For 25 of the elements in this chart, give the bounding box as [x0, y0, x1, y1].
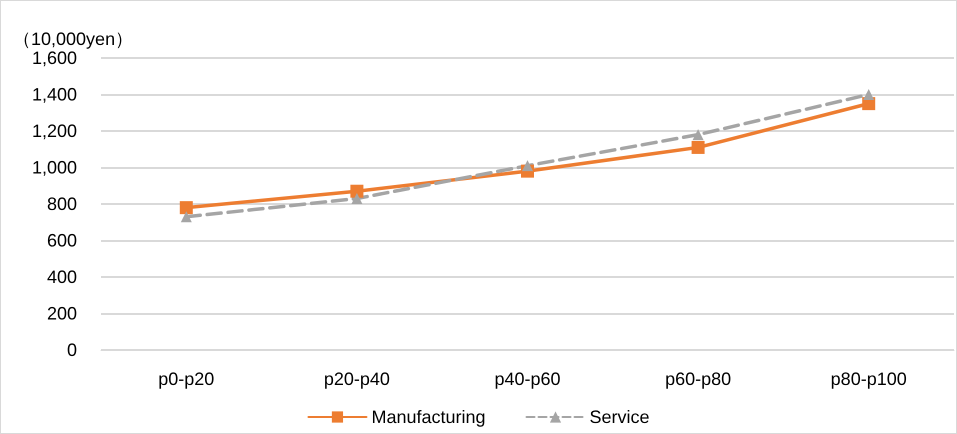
point [692, 129, 704, 140]
legend-label: Service [590, 407, 650, 427]
x-tick-label: p40-p60 [494, 369, 561, 389]
x-tick-label: p0-p20 [158, 369, 214, 389]
y-tick-label: 0 [66, 340, 77, 360]
x-tick-label: p60-p80 [665, 369, 732, 389]
point [180, 201, 193, 214]
point [351, 193, 362, 204]
point [180, 211, 192, 222]
y-tick-label: 1,000 [32, 158, 77, 178]
y-axis-title: （10,000yen） [13, 29, 134, 49]
point [692, 140, 705, 154]
y-tick-label: 800 [46, 194, 77, 214]
x-tick-label: p80-p100 [830, 369, 907, 389]
y-tick-label: 600 [46, 230, 77, 250]
y-tick-label: 200 [46, 304, 77, 324]
y-tick-label: 1,400 [32, 84, 77, 104]
point [522, 160, 533, 172]
y-tick-label: 400 [46, 267, 77, 287]
legend-label: Manufacturing [371, 407, 486, 427]
x-tick-label: p20-p40 [324, 369, 390, 389]
point [863, 89, 874, 100]
y-tick-label: 1,600 [32, 48, 77, 68]
y-tick-label: 1,200 [32, 121, 77, 141]
point [350, 184, 364, 198]
